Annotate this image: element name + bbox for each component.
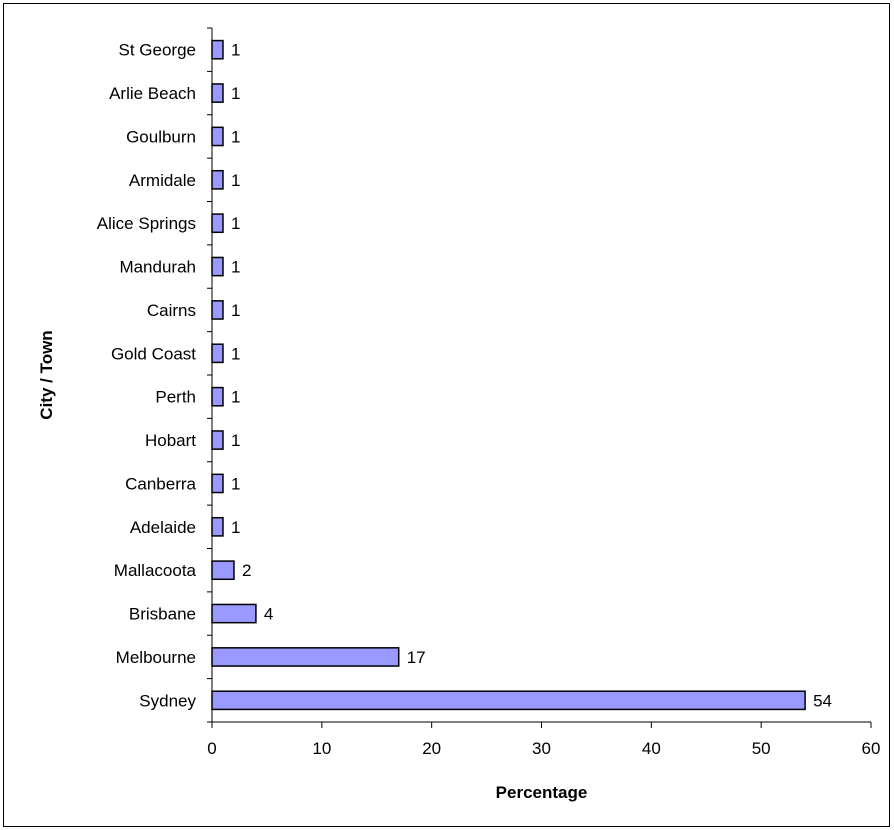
bar <box>211 430 224 450</box>
data-label: 1 <box>231 474 240 493</box>
y-tick-label: Canberra <box>125 474 196 493</box>
bar <box>211 560 235 581</box>
bars-group: 1 1 1 1 1 1 1 1 1 1 1 1 2 4 17 54 <box>211 39 832 711</box>
x-axis-title: Percentage <box>496 783 588 802</box>
data-label: 1 <box>231 171 240 190</box>
data-label: 1 <box>231 84 240 103</box>
bar <box>211 83 224 103</box>
bar <box>211 126 224 147</box>
bar <box>211 647 400 667</box>
y-tick-label: Perth <box>155 388 196 407</box>
x-tick-label: 0 <box>207 739 216 758</box>
bar <box>211 386 224 407</box>
bar <box>211 39 224 60</box>
y-tick-label: Adelaide <box>130 518 196 537</box>
bar <box>211 516 224 537</box>
bar <box>211 690 806 711</box>
data-label: 1 <box>231 388 240 407</box>
data-label: 1 <box>231 518 240 537</box>
data-label: 1 <box>231 127 240 146</box>
data-label: 2 <box>242 561 251 580</box>
data-label: 1 <box>231 431 240 450</box>
data-label: 17 <box>407 648 426 667</box>
bar <box>211 343 224 364</box>
data-label: 1 <box>231 301 240 320</box>
data-label: 54 <box>813 691 832 710</box>
bar <box>211 473 224 494</box>
bar <box>211 603 257 624</box>
bar <box>211 256 224 277</box>
bar <box>211 169 224 190</box>
axes-group: St George Arlie Beach Goulburn Armidale Alic… <box>97 27 881 758</box>
data-label: 4 <box>264 605 273 624</box>
x-tick-label: 20 <box>422 739 441 758</box>
y-tick-label: Sydney <box>139 691 196 710</box>
x-tick-label: 10 <box>312 739 331 758</box>
chart-area <box>3 3 890 827</box>
bar <box>211 213 224 234</box>
y-tick-label: Brisbane <box>129 605 196 624</box>
data-label: 1 <box>231 214 240 233</box>
y-tick-label: Gold Coast <box>111 344 196 363</box>
x-tick-label: 30 <box>532 739 551 758</box>
y-tick-label: Alice Springs <box>97 214 196 233</box>
bar <box>211 300 224 320</box>
y-tick-label: Arlie Beach <box>109 84 196 103</box>
data-label: 1 <box>231 258 240 277</box>
y-tick-label: Mallacoota <box>114 561 197 580</box>
x-tick-label: 50 <box>752 739 771 758</box>
y-tick-label: Cairns <box>147 301 196 320</box>
data-label: 1 <box>231 344 240 363</box>
x-tick-label: 40 <box>642 739 661 758</box>
y-tick-label: Armidale <box>129 171 196 190</box>
y-tick-label: Goulburn <box>126 127 196 146</box>
data-label: 1 <box>231 41 240 60</box>
y-axis-title: City / Town <box>37 330 56 419</box>
y-tick-label: Hobart <box>145 431 196 450</box>
y-tick-label: St George <box>119 41 197 60</box>
y-tick-label: Melbourne <box>116 648 196 667</box>
y-tick-label: Mandurah <box>119 258 196 277</box>
x-tick-label: 60 <box>862 739 881 758</box>
